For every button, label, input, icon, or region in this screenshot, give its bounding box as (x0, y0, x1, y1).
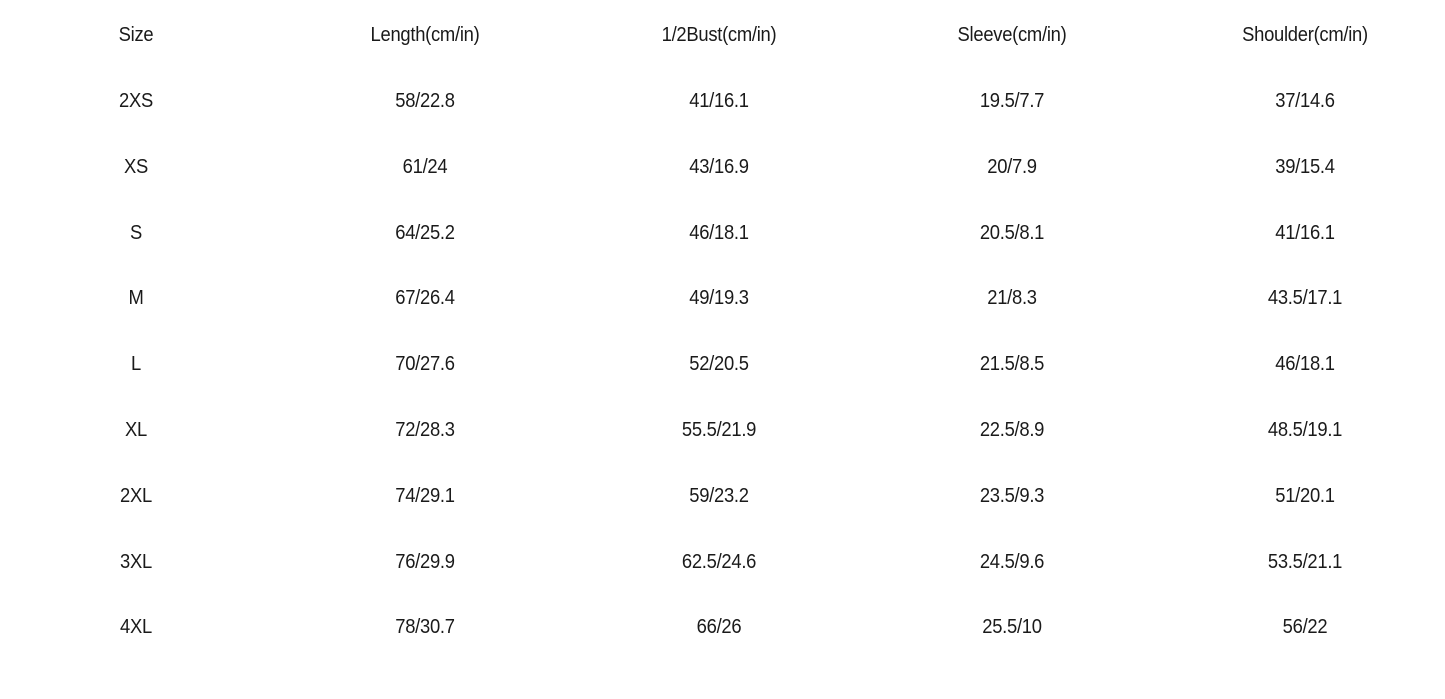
cell-half-bust: 66/26 (696, 616, 742, 639)
table-row: XS 61/24 43/16.9 20/7.9 39/15.4 (0, 152, 1445, 182)
cell-half-bust: 43/16.9 (689, 155, 749, 178)
cell-shoulder: 46/18.1 (1275, 353, 1335, 376)
cell-sleeve: 19.5/7.7 (979, 90, 1045, 112)
cell-shoulder: 43.5/17.1 (1267, 287, 1343, 310)
cell-shoulder: 56/22 (1282, 616, 1328, 639)
cell-shoulder: 48.5/19.1 (1267, 419, 1343, 441)
cell-half-bust: 49/19.3 (689, 287, 749, 310)
cell-half-bust: 59/23.2 (689, 484, 749, 507)
cell-shoulder: 51/20.1 (1275, 484, 1335, 507)
cell-sleeve: 23.5/9.3 (979, 484, 1045, 507)
header-shoulder: Shoulder(cm/in) (1242, 24, 1368, 46)
table-row: 3XL 76/29.9 62.5/24.6 24.5/9.6 53.5/21.1 (0, 547, 1445, 577)
cell-length: 70/27.6 (395, 353, 455, 376)
cell-half-bust: 41/16.1 (689, 90, 749, 112)
cell-length: 58/22.8 (395, 90, 455, 112)
cell-sleeve: 20.5/8.1 (979, 221, 1045, 244)
cell-size: 3XL (120, 550, 152, 573)
cell-size: XL (125, 419, 147, 441)
cell-half-bust: 52/20.5 (689, 353, 749, 376)
cell-size: L (131, 353, 141, 376)
cell-length: 72/28.3 (395, 419, 455, 441)
cell-length: 61/24 (402, 155, 448, 178)
table-row: 2XL 74/29.1 59/23.2 23.5/9.3 51/20.1 (0, 481, 1445, 511)
cell-half-bust: 62.5/24.6 (681, 550, 757, 573)
table-row: 2XS 58/22.8 41/16.1 19.5/7.7 37/14.6 (0, 86, 1445, 116)
cell-sleeve: 25.5/10 (982, 616, 1042, 639)
cell-sleeve: 20/7.9 (987, 155, 1037, 178)
cell-half-bust: 55.5/21.9 (681, 419, 757, 441)
table-row: M 67/26.4 49/19.3 21/8.3 43.5/17.1 (0, 283, 1445, 313)
table-row: S 64/25.2 46/18.1 20.5/8.1 41/16.1 (0, 218, 1445, 248)
table-row: L 70/27.6 52/20.5 21.5/8.5 46/18.1 (0, 349, 1445, 379)
cell-length: 64/25.2 (395, 221, 455, 244)
cell-half-bust: 46/18.1 (689, 221, 749, 244)
table-row: XL 72/28.3 55.5/21.9 22.5/8.9 48.5/19.1 (0, 415, 1445, 445)
cell-shoulder: 41/16.1 (1275, 221, 1335, 244)
cell-size: 2XL (120, 484, 152, 507)
header-sleeve: Sleeve(cm/in) (957, 24, 1067, 46)
cell-sleeve: 21/8.3 (987, 287, 1037, 310)
cell-sleeve: 21.5/8.5 (979, 353, 1045, 376)
cell-shoulder: 39/15.4 (1275, 155, 1335, 178)
cell-sleeve: 24.5/9.6 (979, 550, 1045, 573)
cell-sleeve: 22.5/8.9 (979, 419, 1045, 441)
cell-size: 4XL (120, 616, 152, 639)
header-length: Length(cm/in) (370, 24, 480, 46)
header-row: Size Length(cm/in) 1/2Bust(cm/in) Sleeve(cm… (0, 20, 1445, 50)
cell-length: 67/26.4 (395, 287, 455, 310)
cell-size: M (128, 287, 144, 310)
header-size: Size (118, 24, 154, 46)
cell-size: XS (123, 155, 149, 178)
cell-length: 74/29.1 (395, 484, 455, 507)
cell-length: 78/30.7 (395, 616, 455, 639)
cell-shoulder: 37/14.6 (1275, 90, 1335, 112)
cell-size: 2XS (119, 90, 153, 112)
cell-shoulder: 53.5/21.1 (1267, 550, 1343, 573)
cell-length: 76/29.9 (395, 550, 455, 573)
table-row: 4XL 78/30.7 66/26 25.5/10 56/22 (0, 612, 1445, 642)
header-half-bust: 1/2Bust(cm/in) (661, 24, 777, 46)
cell-size: S (129, 221, 142, 244)
